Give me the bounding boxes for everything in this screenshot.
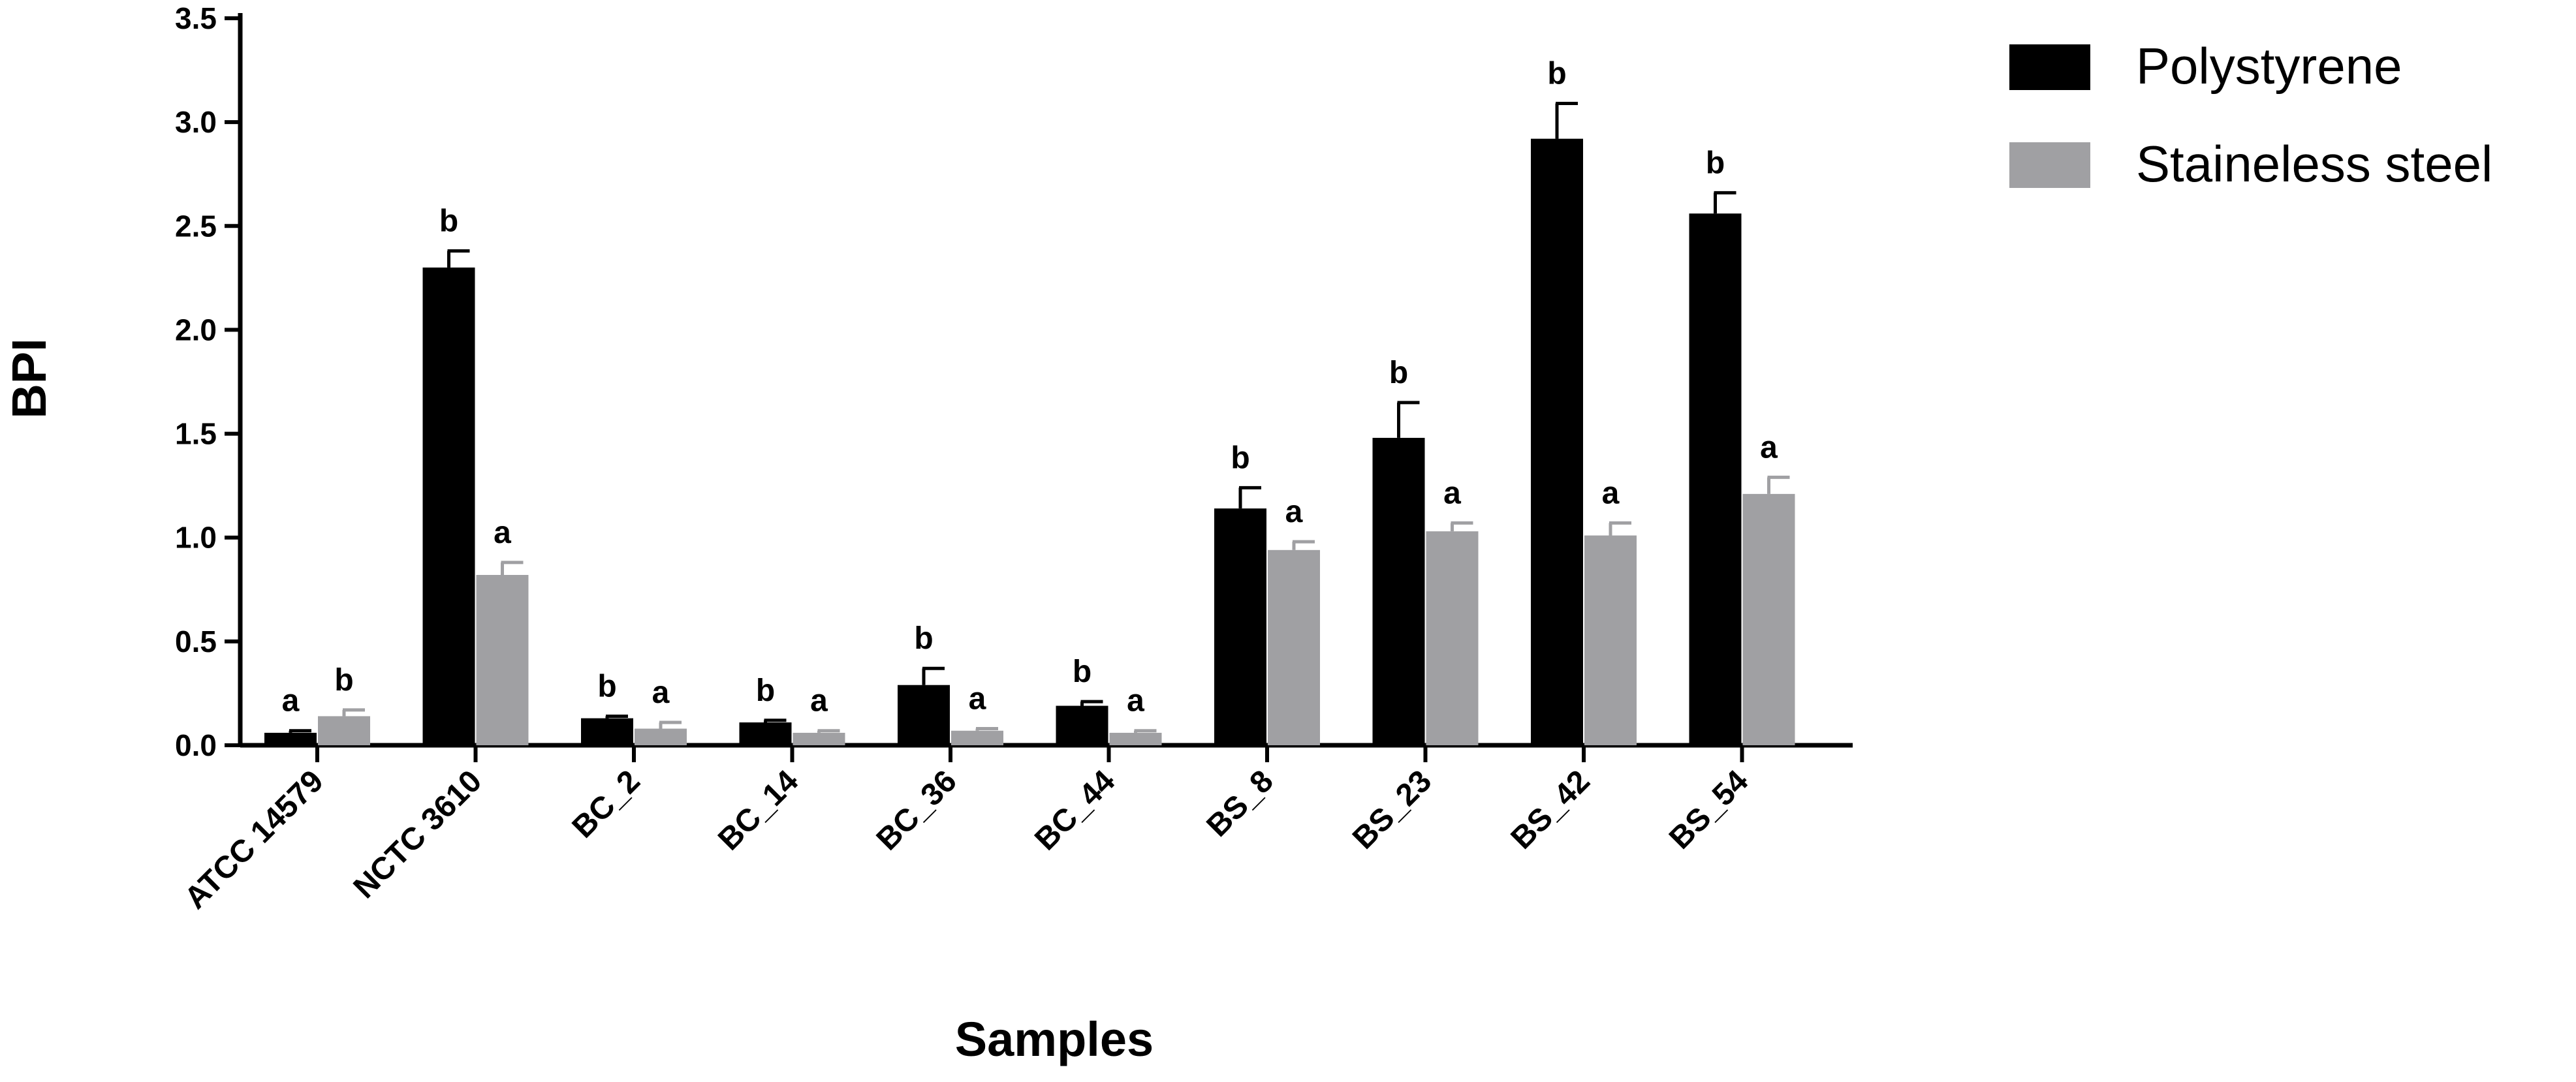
significance-letter: b: [597, 669, 616, 703]
significance-letter: b: [756, 673, 775, 708]
significance-letter: b: [1547, 56, 1566, 91]
significance-letter: a: [494, 516, 511, 550]
bar: [422, 267, 475, 745]
y-tick-label: 0.0: [175, 728, 217, 762]
x-tick-label: BC_2: [566, 764, 647, 844]
y-tick-label: 0.5: [175, 625, 217, 658]
x-tick-label: BS_8: [1200, 764, 1280, 843]
significance-letter: b: [914, 621, 933, 656]
bar: [1742, 493, 1795, 745]
significance-letter: b: [1073, 655, 1092, 689]
x-tick-labels: ATCC 14579 NCTC 3610 BC_2 BC_14 BC_36 BC_44 BS…: [178, 764, 1755, 916]
x-tick-label: BC_14: [712, 764, 805, 857]
bar: [1056, 705, 1108, 745]
bar: [264, 732, 317, 745]
significance-letter: b: [1706, 146, 1725, 180]
legend-swatch: [2009, 44, 2090, 90]
significance-letter: a: [969, 682, 986, 717]
y-axis-title: BPI: [2, 338, 56, 418]
bar: [476, 575, 529, 745]
significance-letter: b: [1389, 356, 1408, 390]
bar: [951, 730, 1003, 745]
bar: [793, 732, 845, 745]
y-tick-label: 2.5: [175, 209, 217, 243]
bar: [1689, 213, 1742, 745]
y-tick-label: 1.0: [175, 521, 217, 555]
x-axis-title: Samples: [955, 1012, 1154, 1066]
significance-letter: a: [1760, 430, 1778, 465]
legend-label: Polystyrene: [2136, 37, 2402, 95]
y-tick-label: 1.5: [175, 417, 217, 451]
y-tick-labels: 0.0 0.5 1.0 1.5 2.0 2.5 3.0 3.5: [175, 1, 217, 762]
significance-letter: a: [1285, 495, 1303, 529]
bar: [898, 685, 950, 745]
x-tick-label: BS_42: [1505, 764, 1597, 856]
legend: Polystyrene Staineless steel: [2009, 37, 2492, 193]
bar: [1214, 508, 1266, 745]
bar: [318, 716, 370, 745]
bar: [739, 722, 792, 745]
bar: [581, 718, 633, 745]
y-tick-label: 3.0: [175, 105, 217, 139]
x-tick-label: BC_44: [1028, 764, 1122, 857]
x-tick-label: BS_54: [1663, 764, 1755, 856]
significance-letter: a: [652, 675, 670, 710]
significance-letter: a: [1602, 476, 1620, 510]
x-tick-label: ATCC 14579: [178, 764, 330, 916]
bar: [1109, 732, 1162, 745]
legend-label: Staineless steel: [2136, 135, 2492, 193]
x-tick-label: BS_23: [1346, 764, 1438, 856]
bar: [1372, 437, 1425, 745]
y-tick-label: 3.5: [175, 1, 217, 35]
bar: [635, 728, 687, 745]
bar: [1531, 138, 1583, 745]
bar: [1268, 549, 1320, 745]
legend-swatch: [2009, 142, 2090, 188]
bar: [1426, 531, 1479, 745]
y-tick-label: 2.0: [175, 313, 217, 347]
significance-letter: a: [1127, 684, 1144, 719]
bar: [1584, 535, 1637, 745]
x-tick-label: BC_36: [870, 764, 964, 857]
significance-letter: b: [439, 204, 458, 238]
error-bars: [289, 101, 1790, 733]
x-tick-label: NCTC 3610: [347, 764, 489, 905]
significance-letter: a: [810, 684, 828, 719]
significance-letter: a: [282, 684, 300, 719]
significance-letter: b: [1231, 441, 1249, 475]
significance-letter: b: [334, 663, 353, 698]
significance-letter: a: [1443, 476, 1461, 510]
bars: [264, 138, 1795, 745]
